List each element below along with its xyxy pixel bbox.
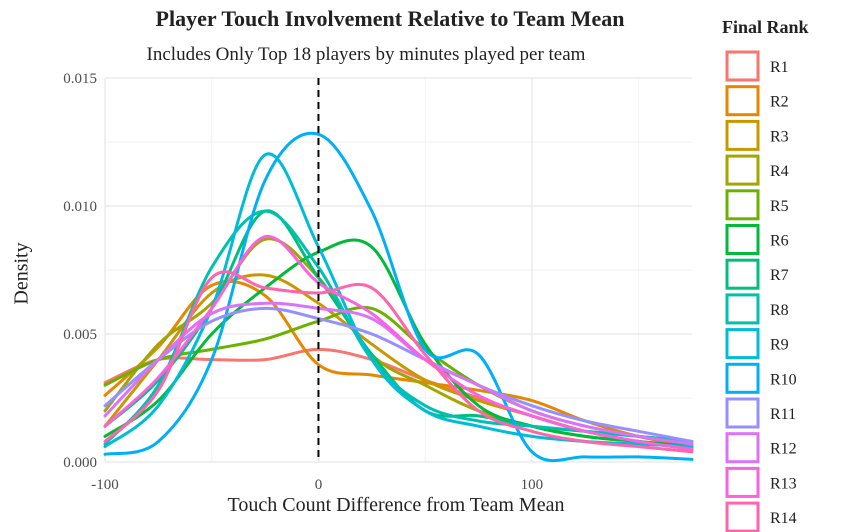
tick-layer: -100 0 100 0.000 0.005 0.010 0.015 [63,71,543,493]
legend-label-r14: R14 [770,510,797,527]
legend-label-r6: R6 [770,233,789,250]
legend-label-r2: R2 [770,94,789,111]
legend-key-r6 [725,224,760,255]
legend-label-r4: R4 [770,163,789,180]
series-line-r10 [103,131,694,463]
legend-key-r14 [725,501,760,532]
legend-key-r11 [725,397,760,429]
legend-label-r1: R1 [770,59,789,76]
legend-title: Final Rank [722,17,809,37]
legend-label-r10: R10 [770,371,797,388]
series-layer [103,131,694,463]
legend-key-r3 [725,119,760,151]
legend-label-r13: R13 [770,475,797,492]
legend: R1 R2 R3 R4 R5 R6 R7 R8 R9 R10 R11 R12 R13 R14 [725,50,797,532]
series-line-r14 [103,270,694,454]
y-tick-label: 0.015 [63,71,97,87]
x-tick-label: -100 [91,477,119,493]
legend-key-r12 [725,432,760,464]
series-line-r13 [103,235,694,451]
legend-key-r9 [725,328,760,360]
y-tick-label: 0.000 [63,455,97,471]
y-tick-label: 0.010 [63,199,97,215]
x-axis-label: Touch Count Difference from Team Mean [227,494,565,516]
chart-subtitle: Includes Only Top 18 players by minutes … [146,44,586,65]
legend-label-r3: R3 [770,128,789,145]
legend-label-r9: R9 [770,337,789,354]
legend-key-r10 [725,362,760,394]
legend-label-r8: R8 [770,302,789,319]
legend-key-r1 [725,50,760,82]
legend-label-r7: R7 [770,267,789,284]
legend-label-r11: R11 [770,406,796,423]
x-tick-label: 100 [521,477,544,493]
legend-key-r5 [725,189,760,221]
y-tick-label: 0.005 [63,327,97,343]
legend-label-r12: R12 [770,441,797,458]
grid-layer [104,77,692,463]
series-line-r12 [103,301,694,446]
legend-key-r13 [725,466,760,498]
x-tick-label: 0 [315,477,323,493]
series-line-r6 [103,238,694,449]
legend-key-r4 [725,154,760,186]
chart-title: Player Touch Involvement Relative to Tea… [155,6,625,31]
legend-label-r5: R5 [770,198,789,215]
legend-key-r2 [725,85,760,117]
legend-key-r8 [725,293,760,325]
legend-key-r7 [725,258,760,290]
